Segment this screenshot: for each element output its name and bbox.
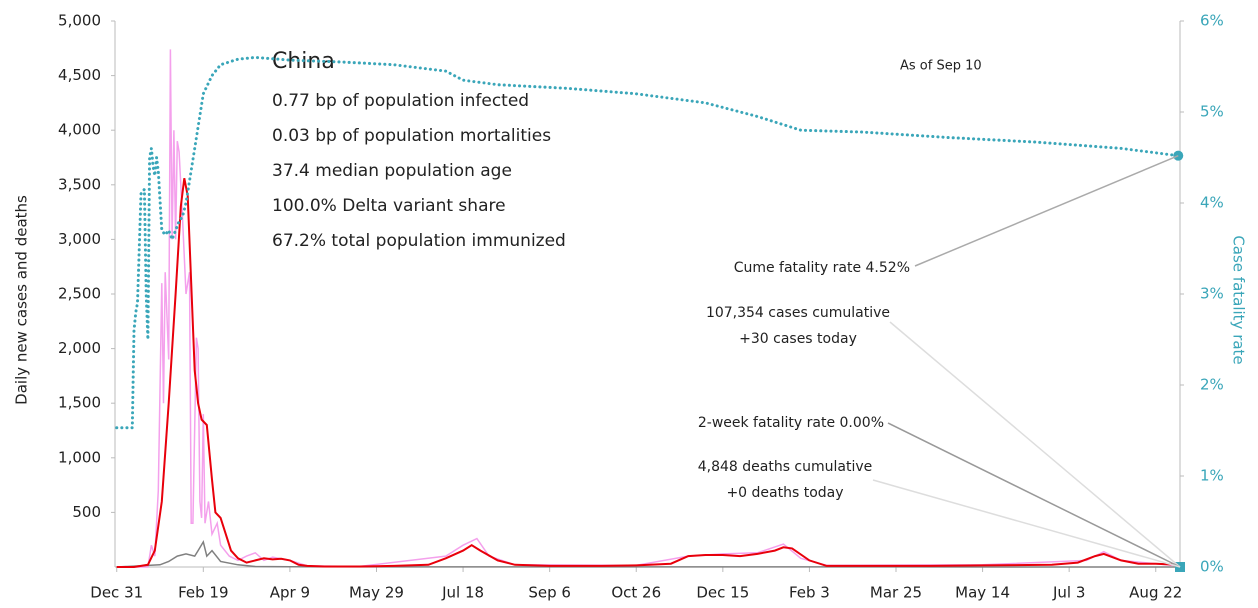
x-tick-label: Feb 19 <box>178 584 228 602</box>
y2-axis-title: Case fatality rate <box>1230 235 1248 364</box>
x-tick-label: Sep 6 <box>528 584 571 602</box>
x-tick-label: Feb 3 <box>789 584 830 602</box>
annotation: 4,848 deaths cumulative <box>698 459 873 475</box>
date-note: As of Sep 10 <box>900 59 982 74</box>
y2-tick-label: 4% <box>1200 194 1224 212</box>
stat-line: 67.2% total population immunized <box>272 231 566 251</box>
x-tick-label: Jul 3 <box>1052 584 1085 602</box>
annotation: 107,354 cases cumulative <box>706 305 890 321</box>
leader-line <box>889 321 1181 568</box>
x-tick-label: May 29 <box>349 584 404 602</box>
y2-tick-label: 6% <box>1200 12 1224 30</box>
series-line <box>115 55 1180 430</box>
y2-tick-label: 5% <box>1200 103 1224 121</box>
leader-line <box>887 422 1181 568</box>
x-tick-label: Jul 18 <box>441 584 484 602</box>
y-axis-title: Daily new cases and deaths <box>13 195 31 405</box>
series-line <box>116 178 1179 568</box>
leader-line <box>914 154 1179 267</box>
series-line <box>116 539 1179 568</box>
x-tick-label: Mar 25 <box>870 584 922 602</box>
y-tick-label: 3,000 <box>58 230 101 248</box>
stat-line: 37.4 median population age <box>272 161 512 181</box>
y-tick-label: 1,500 <box>58 394 101 412</box>
x-tick-label: Oct 26 <box>611 584 661 602</box>
annotation: 2-week fatality rate 0.00% <box>698 415 884 431</box>
y2-tick-label: 0% <box>1200 558 1224 576</box>
x-tick-label: Dec 15 <box>696 584 749 602</box>
y-tick-label: 4,000 <box>58 121 101 139</box>
annotation: +30 cases today <box>739 331 857 347</box>
y2-tick-label: 3% <box>1200 285 1224 303</box>
y2-tick-label: 2% <box>1200 376 1224 394</box>
leader-line <box>872 479 1181 568</box>
y2-tick-label: 1% <box>1200 467 1224 485</box>
y-tick-label: 1,000 <box>58 448 101 466</box>
stat-line: 100.0% Delta variant share <box>272 196 506 216</box>
y-tick-label: 2,000 <box>58 339 101 357</box>
x-tick-label: May 14 <box>955 584 1010 602</box>
stat-line: 0.03 bp of population mortalities <box>272 126 551 146</box>
y-tick-label: 2,500 <box>58 285 101 303</box>
y-tick-label: 4,500 <box>58 66 101 84</box>
annotation: Cume fatality rate 4.52% <box>734 260 910 276</box>
y-tick-label: 5,000 <box>58 12 101 30</box>
x-tick-label: Aug 22 <box>1129 584 1182 602</box>
x-tick-label: Dec 31 <box>90 584 143 602</box>
y-tick-label: 3,500 <box>58 175 101 193</box>
y-tick-label: 500 <box>72 503 101 521</box>
stat-line: 0.77 bp of population infected <box>272 91 529 111</box>
series-line <box>116 49 1179 568</box>
x-tick-label: Apr 9 <box>270 584 310 602</box>
annotation: +0 deaths today <box>726 485 843 501</box>
